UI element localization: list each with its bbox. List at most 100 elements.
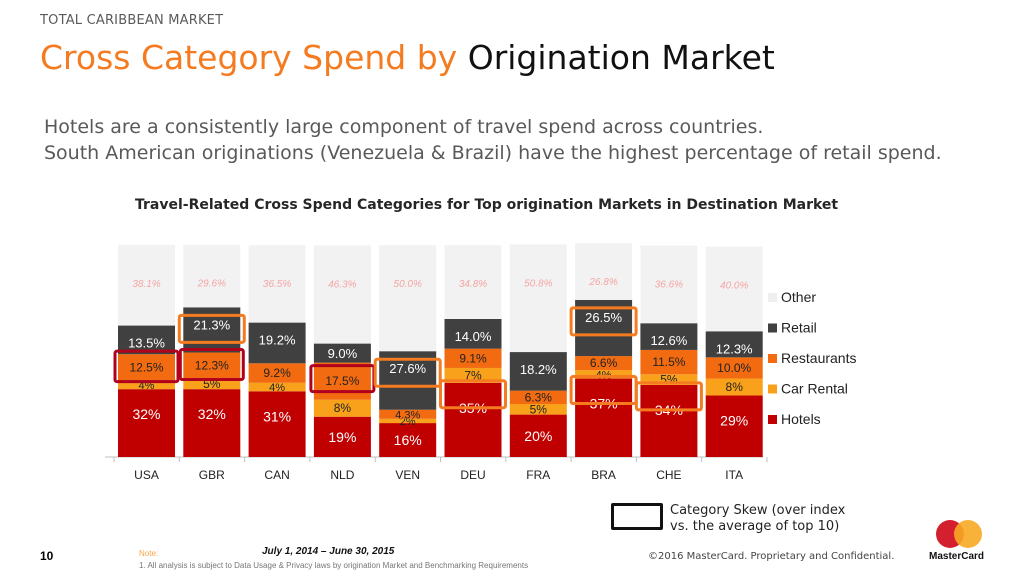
data-label-retail-ven: 27.6% bbox=[389, 361, 426, 376]
data-label-hotels-ven: 16% bbox=[394, 432, 422, 448]
bar-car-rental-gbr bbox=[183, 378, 241, 390]
bar-retail-che bbox=[640, 323, 698, 350]
skew-legend-box bbox=[611, 503, 663, 530]
skew-legend-line-2: vs. the average of top 10) bbox=[670, 519, 840, 534]
skew-highlight-deu-hotels bbox=[439, 379, 507, 410]
bar-hotels-bra bbox=[575, 378, 633, 457]
data-label-other-can: 36.5% bbox=[263, 279, 291, 290]
bar-restaurants-ven bbox=[379, 409, 437, 419]
bar-car-rental-nld bbox=[313, 399, 371, 417]
data-label-car-rental-fra: 5% bbox=[530, 402, 548, 416]
bar-retail-usa bbox=[118, 325, 175, 355]
data-label-car-rental-deu: 7% bbox=[464, 368, 482, 382]
bar-restaurants-fra bbox=[509, 390, 567, 404]
bar-other-bra bbox=[575, 243, 633, 300]
skew-highlight-ven-retail bbox=[373, 357, 442, 388]
data-label-retail-fra: 18.2% bbox=[520, 362, 557, 377]
skew-legend-line-1: Category Skew (over index bbox=[670, 503, 846, 518]
bar-hotels-che bbox=[640, 384, 698, 457]
legend-swatch-retail bbox=[768, 323, 777, 333]
chart-title: Travel-Related Cross Spend Categories fo… bbox=[135, 197, 839, 213]
bar-car-rental-can bbox=[248, 382, 306, 392]
bar-restaurants-che bbox=[640, 349, 698, 375]
legend-swatch-other bbox=[768, 293, 777, 302]
page-title: Cross Category Spend by Origination Mark… bbox=[40, 38, 775, 77]
data-label-other-fra: 50.8% bbox=[524, 278, 552, 289]
data-label-restaurants-nld: 17.5% bbox=[325, 374, 359, 388]
bar-restaurants-nld bbox=[313, 362, 371, 400]
x-tick-label-ven: VEN bbox=[395, 468, 420, 482]
bar-hotels-fra bbox=[509, 414, 567, 457]
logo-text: MasterCard bbox=[929, 551, 985, 562]
bar-other-ven bbox=[379, 245, 437, 352]
bar-retail-ita bbox=[705, 331, 763, 358]
skew-highlight-gbr-retail bbox=[177, 313, 246, 344]
data-label-retail-nld: 9.0% bbox=[328, 346, 358, 361]
bar-other-can bbox=[248, 245, 306, 323]
data-label-other-deu: 34.8% bbox=[459, 279, 487, 290]
skew-highlight-che-hotels bbox=[634, 381, 703, 412]
data-label-restaurants-ita: 10.0% bbox=[717, 361, 751, 375]
bar-other-gbr bbox=[183, 244, 241, 308]
data-label-car-rental-can: 4% bbox=[269, 382, 285, 394]
bar-hotels-gbr bbox=[183, 389, 241, 457]
legend-swatch-restaurants bbox=[768, 354, 777, 363]
date-range: July 1, 2014 – June 30, 2015 bbox=[262, 546, 395, 557]
footnote: 1. All analysis is subject to Data Usage… bbox=[139, 561, 529, 570]
bar-other-usa bbox=[118, 244, 175, 326]
bar-retail-deu bbox=[444, 318, 502, 349]
bar-restaurants-gbr bbox=[183, 352, 241, 379]
bar-restaurants-bra bbox=[575, 356, 633, 371]
bar-hotels-ita bbox=[705, 395, 763, 457]
x-tick-label-bra: BRA bbox=[591, 468, 616, 482]
legend-swatch-car-rental bbox=[768, 384, 777, 394]
subtitle-line-1: Hotels are a consistently large componen… bbox=[44, 116, 764, 138]
data-label-hotels-usa: 32% bbox=[132, 406, 160, 422]
subtitle-line-2: South American originations (Venezuela &… bbox=[44, 142, 942, 164]
page-number: 10 bbox=[40, 549, 54, 563]
data-label-retail-bra: 26.5% bbox=[585, 310, 622, 325]
data-label-retail-deu: 14.0% bbox=[455, 329, 492, 344]
x-tick-label-can: CAN bbox=[264, 468, 289, 482]
data-label-restaurants-che: 11.5% bbox=[652, 355, 685, 369]
data-label-hotels-nld: 19% bbox=[328, 429, 356, 445]
bar-hotels-ven bbox=[379, 423, 437, 457]
bar-retail-nld bbox=[313, 343, 371, 363]
bar-other-fra bbox=[509, 244, 567, 353]
bar-restaurants-deu bbox=[444, 348, 502, 368]
data-label-hotels-can: 31% bbox=[263, 408, 291, 424]
bar-car-rental-fra bbox=[509, 404, 567, 415]
bar-other-ita bbox=[705, 246, 763, 332]
x-tick-label-usa: USA bbox=[134, 468, 159, 482]
bar-restaurants-can bbox=[248, 363, 306, 383]
data-label-car-rental-nld: 8% bbox=[334, 401, 352, 415]
data-label-restaurants-fra: 6.3% bbox=[525, 390, 553, 404]
data-label-restaurants-can: 9.2% bbox=[263, 366, 291, 380]
data-label-other-che: 36.6% bbox=[655, 280, 683, 291]
bar-retail-ven bbox=[379, 351, 437, 410]
data-label-other-ven: 50.0% bbox=[394, 279, 422, 290]
data-label-retail-ita: 12.3% bbox=[716, 341, 753, 356]
legend-label-restaurants: Restaurants bbox=[781, 350, 856, 366]
note-label: Note: bbox=[139, 549, 159, 558]
title-accent: Cross Category Spend by bbox=[40, 38, 458, 77]
data-label-other-usa: 38.1% bbox=[132, 279, 160, 290]
bar-car-rental-usa bbox=[118, 380, 175, 390]
data-label-retail-usa: 13.5% bbox=[128, 336, 165, 351]
data-label-restaurants-bra: 6.6% bbox=[590, 356, 618, 370]
x-tick-label-ita: ITA bbox=[725, 468, 743, 482]
data-label-restaurants-deu: 9.1% bbox=[459, 351, 487, 365]
bar-car-rental-ven bbox=[379, 418, 437, 424]
bar-car-rental-che bbox=[640, 374, 698, 385]
bar-other-deu bbox=[444, 245, 502, 319]
legend-label-car-rental: Car Rental bbox=[781, 381, 848, 397]
skew-highlight-bra-retail bbox=[569, 306, 638, 337]
data-label-hotels-fra: 20% bbox=[524, 428, 552, 444]
x-tick-label-gbr: GBR bbox=[199, 468, 225, 482]
data-label-other-bra: 26.8% bbox=[588, 277, 617, 288]
data-label-hotels-gbr: 32% bbox=[198, 406, 226, 422]
x-tick-label-che: CHE bbox=[656, 468, 681, 482]
legend-label-other: Other bbox=[781, 289, 816, 305]
data-label-hotels-ita: 29% bbox=[720, 413, 748, 429]
